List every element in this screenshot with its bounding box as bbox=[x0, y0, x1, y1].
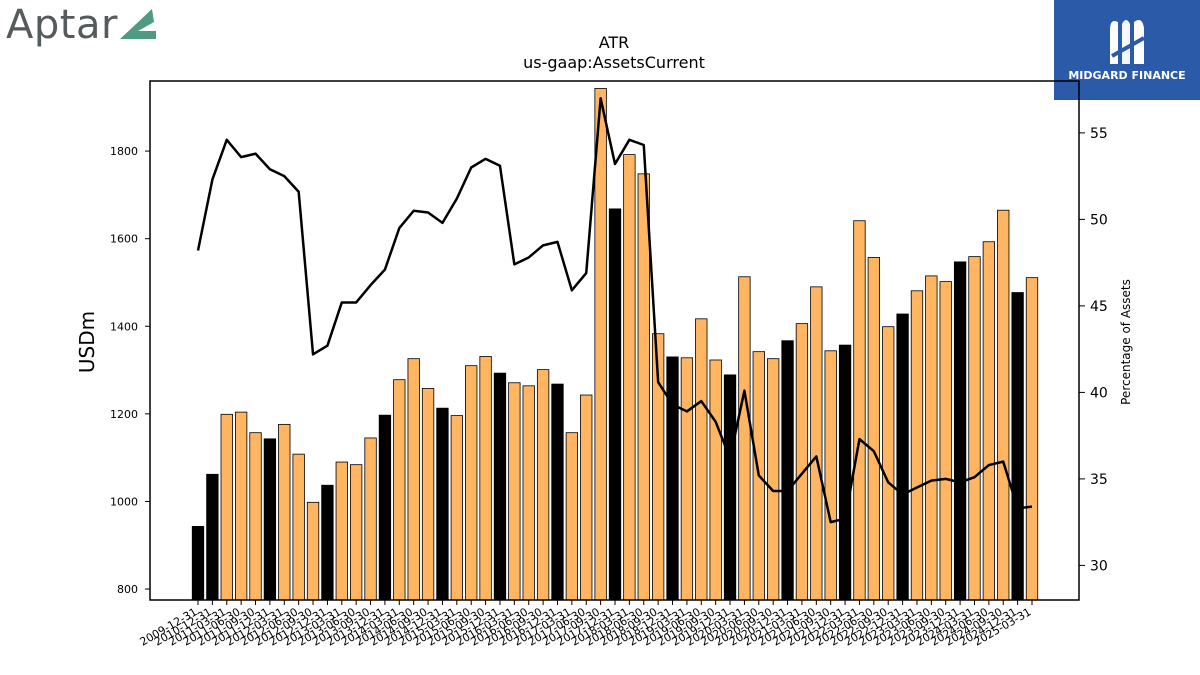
bar bbox=[838, 344, 852, 601]
midgard-logo-text: MIDGARD FINANCE bbox=[1068, 69, 1186, 82]
bar bbox=[709, 359, 722, 601]
bar bbox=[220, 413, 233, 601]
bar bbox=[321, 484, 334, 601]
bar bbox=[968, 256, 981, 601]
bar bbox=[824, 350, 837, 601]
bar bbox=[867, 257, 880, 601]
bar bbox=[407, 358, 420, 601]
bar bbox=[910, 290, 924, 601]
x-axis: 2009-12-312010-12-312011-03-312011-06-30… bbox=[138, 600, 1034, 649]
bar bbox=[565, 432, 579, 601]
bar bbox=[350, 464, 363, 601]
bar bbox=[767, 358, 780, 601]
y-tick-label: 800 bbox=[117, 583, 138, 596]
y-tick-label: 1600 bbox=[110, 233, 138, 246]
y2-tick-label: 45 bbox=[1090, 299, 1108, 315]
bar bbox=[723, 374, 737, 601]
y2-tick-label: 35 bbox=[1090, 472, 1108, 488]
y-tick-label: 1800 bbox=[110, 145, 138, 158]
bar bbox=[795, 323, 809, 601]
bar bbox=[666, 356, 679, 601]
bar bbox=[810, 286, 823, 601]
bar bbox=[637, 173, 650, 601]
bar bbox=[953, 261, 967, 601]
bar bbox=[335, 461, 348, 601]
y-tick-label: 1400 bbox=[110, 320, 138, 333]
midgard-logo-mark bbox=[1110, 20, 1145, 64]
bar bbox=[465, 365, 478, 601]
y2-tick-label: 30 bbox=[1090, 558, 1108, 574]
y-axis-right: 30 35 40 45 50 55 bbox=[1079, 126, 1108, 574]
bar bbox=[738, 276, 751, 601]
chart-title: ATR bbox=[599, 33, 630, 52]
y-axis-left: 800 1000 1200 1400 1600 1800 bbox=[110, 145, 150, 596]
bar bbox=[364, 437, 377, 601]
bar bbox=[882, 326, 895, 601]
bars-group bbox=[191, 88, 1039, 601]
bar bbox=[594, 88, 607, 601]
y2-tick-label: 40 bbox=[1090, 385, 1108, 401]
bar bbox=[450, 415, 463, 601]
bar bbox=[508, 382, 521, 601]
bar bbox=[278, 423, 291, 601]
y2-axis-label: Percentage of Assets bbox=[1119, 279, 1133, 405]
bar bbox=[536, 369, 550, 601]
bar bbox=[206, 473, 219, 601]
bar bbox=[234, 411, 248, 601]
bar bbox=[522, 385, 535, 601]
bar bbox=[925, 275, 938, 601]
bar bbox=[421, 388, 435, 601]
bar bbox=[997, 209, 1010, 601]
bar bbox=[853, 220, 866, 601]
bar bbox=[479, 356, 492, 601]
percentage-line bbox=[196, 97, 1033, 524]
bar bbox=[378, 414, 392, 601]
bar bbox=[436, 407, 449, 601]
bar bbox=[551, 383, 564, 601]
bar bbox=[896, 313, 909, 601]
y-axis-label: USDm bbox=[75, 311, 99, 373]
y-tick-label: 1200 bbox=[110, 408, 138, 421]
bar bbox=[249, 432, 262, 601]
y-tick-label: 1000 bbox=[110, 495, 138, 508]
aptar-logo-mark bbox=[120, 9, 156, 39]
bar bbox=[580, 394, 593, 601]
y2-tick-label: 55 bbox=[1090, 126, 1108, 142]
y2-tick-label: 50 bbox=[1090, 212, 1108, 228]
bar bbox=[393, 379, 406, 601]
bar bbox=[191, 526, 205, 601]
bar bbox=[608, 208, 622, 601]
bar bbox=[939, 281, 952, 601]
bar bbox=[623, 154, 636, 601]
bar bbox=[695, 318, 708, 601]
bar bbox=[1011, 292, 1024, 601]
bar bbox=[306, 501, 320, 601]
chart-subtitle: us-gaap:AssetsCurrent bbox=[523, 53, 705, 72]
bar bbox=[493, 372, 507, 601]
bar bbox=[1025, 277, 1039, 601]
line-group bbox=[196, 97, 1033, 524]
bar bbox=[982, 241, 996, 601]
bar bbox=[781, 340, 794, 601]
bar bbox=[680, 357, 694, 601]
aptar-logo: Aptar bbox=[6, 2, 166, 48]
aptar-logo-text: Aptar bbox=[6, 2, 118, 48]
bar bbox=[292, 453, 305, 601]
bar bbox=[263, 438, 277, 601]
